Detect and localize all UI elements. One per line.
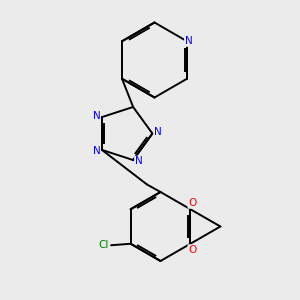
Text: N: N <box>184 36 192 46</box>
Text: N: N <box>93 146 101 156</box>
Text: O: O <box>188 198 196 208</box>
Text: Cl: Cl <box>98 240 109 250</box>
Text: O: O <box>188 245 196 255</box>
Text: N: N <box>135 156 142 166</box>
Text: N: N <box>93 111 101 121</box>
Text: N: N <box>154 127 162 137</box>
